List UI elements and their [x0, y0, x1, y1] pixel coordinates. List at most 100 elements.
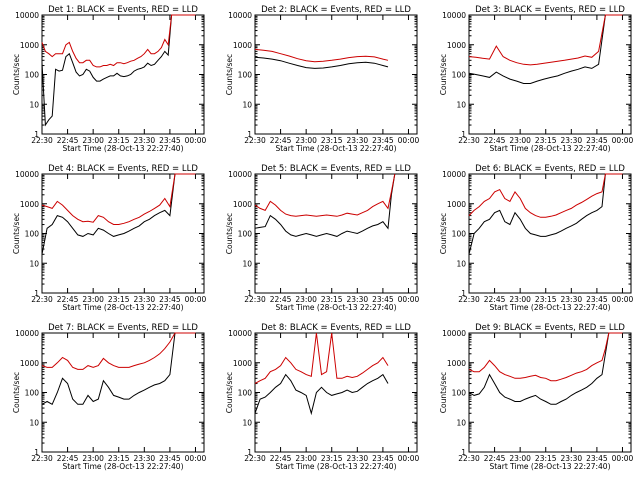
panel-title: Det 4: BLACK = Events, RED = LLD [48, 164, 198, 174]
x-tick-label: 23:15 [108, 295, 130, 304]
series-lld-line [254, 48, 389, 63]
y-tick-label: 1 [461, 448, 466, 457]
y-tick-label: 1 [34, 289, 39, 298]
x-tick-label: 23:45 [372, 136, 394, 145]
y-tick-label: 10000 [228, 329, 252, 338]
x-tick-label: 00:00 [398, 454, 420, 463]
y-tick-label: 10 [29, 100, 39, 109]
x-tick-label: 23:45 [586, 454, 608, 463]
x-axis-label: Start Time (28-Oct-13 22:27:40) [62, 144, 183, 153]
series-events-line [254, 173, 396, 237]
series-lld-line [41, 14, 196, 68]
y-tick-label: 10 [29, 418, 39, 427]
panel-det-9: Det 9: BLACK = Events, RED = LLD 1 10 100 10… [439, 323, 634, 471]
y-tick-label: 1000 [447, 359, 466, 368]
x-tick-label: 23:30 [347, 295, 369, 304]
x-tick-label: 23:00 [509, 136, 531, 145]
y-axis-label: Counts/sec [439, 372, 448, 413]
y-axis-label: Counts/sec [439, 213, 448, 254]
x-tick-label: 22:45 [270, 136, 292, 145]
x-tick-label: 22:30 [31, 295, 53, 304]
y-tick-label: 1 [247, 448, 252, 457]
x-tick-label: 22:45 [484, 136, 506, 145]
x-tick-label: 22:30 [458, 295, 480, 304]
y-tick-label: 1000 [447, 41, 466, 50]
y-tick-label: 1000 [233, 359, 252, 368]
panel-title: Det 6: BLACK = Events, RED = LLD [475, 164, 625, 174]
x-tick-label: 23:45 [159, 295, 181, 304]
y-tick-label: 10000 [228, 11, 252, 20]
x-tick-label: 23:15 [108, 136, 130, 145]
y-axis-label: Counts/sec [12, 54, 21, 95]
panel-title: Det 8: BLACK = Events, RED = LLD [261, 323, 411, 333]
series-events-line [468, 332, 623, 405]
series-lld-line [468, 173, 623, 218]
y-axis-label: Counts/sec [225, 54, 234, 95]
series-events-line [41, 332, 196, 406]
x-tick-label: 23:45 [159, 454, 181, 463]
panel-det-1: Det 1: BLACK = Events, RED = LLD 1 10 100 10… [12, 5, 207, 153]
x-tick-label: 23:00 [295, 454, 317, 463]
x-tick-label: 23:15 [108, 454, 130, 463]
panel-det-2: Det 2: BLACK = Events, RED = LLD 1 10 100 10… [225, 5, 420, 153]
y-tick-label: 10000 [442, 170, 466, 179]
y-axis-label: Counts/sec [225, 213, 234, 254]
x-tick-label: 23:45 [372, 454, 394, 463]
panel-det-3: Det 3: BLACK = Events, RED = LLD 1 10 100 10… [439, 5, 634, 153]
y-axis-label: Counts/sec [439, 54, 448, 95]
y-tick-label: 1000 [233, 200, 252, 209]
y-tick-label: 1 [34, 448, 39, 457]
y-tick-label: 100 [238, 230, 253, 239]
series-lld-line [468, 14, 623, 66]
x-tick-label: 22:45 [270, 454, 292, 463]
y-tick-label: 1000 [233, 41, 252, 50]
y-axis-label: Counts/sec [225, 372, 234, 413]
panel-title: Det 9: BLACK = Events, RED = LLD [475, 323, 625, 333]
x-tick-label: 22:45 [270, 295, 292, 304]
y-tick-label: 1000 [20, 359, 39, 368]
y-tick-label: 100 [452, 230, 467, 239]
panel-det-8: Det 8: BLACK = Events, RED = LLD 1 10 100 10… [225, 323, 420, 471]
y-tick-label: 100 [452, 71, 467, 80]
series-lld-line [41, 332, 196, 370]
x-tick-label: 23:00 [82, 454, 104, 463]
y-tick-label: 100 [238, 71, 253, 80]
x-tick-label: 22:45 [484, 454, 506, 463]
y-tick-label: 10 [456, 100, 466, 109]
x-tick-label: 22:45 [57, 454, 79, 463]
x-tick-label: 23:30 [134, 454, 156, 463]
panel-det-7: Det 7: BLACK = Events, RED = LLD 1 10 100 10… [12, 323, 207, 471]
x-tick-label: 00:00 [612, 136, 634, 145]
plot-frame [254, 14, 418, 135]
y-tick-label: 10 [242, 100, 252, 109]
x-tick-label: 22:30 [31, 136, 53, 145]
panel-title: Det 5: BLACK = Events, RED = LLD [261, 164, 411, 174]
y-tick-label: 10 [242, 259, 252, 268]
y-axis-label: Counts/sec [12, 213, 21, 254]
panel-title: Det 2: BLACK = Events, RED = LLD [261, 5, 411, 15]
x-tick-label: 23:00 [295, 295, 317, 304]
y-tick-label: 100 [25, 389, 40, 398]
x-tick-label: 00:00 [185, 295, 207, 304]
y-tick-label: 1 [461, 130, 466, 139]
y-tick-label: 10000 [442, 329, 466, 338]
x-tick-label: 00:00 [398, 136, 420, 145]
plot-frame [468, 332, 632, 453]
x-tick-label: 23:00 [295, 136, 317, 145]
x-tick-label: 23:30 [561, 295, 583, 304]
x-tick-label: 00:00 [612, 454, 634, 463]
y-tick-label: 10000 [15, 11, 39, 20]
plot-frame [41, 14, 205, 135]
y-tick-label: 1000 [447, 200, 466, 209]
x-tick-label: 23:00 [82, 295, 104, 304]
series-lld-line [41, 173, 196, 225]
x-tick-label: 22:30 [31, 454, 53, 463]
series-lld-line [468, 332, 623, 382]
series-events-line [254, 56, 389, 69]
y-tick-label: 10000 [442, 11, 466, 20]
x-axis-label: Start Time (28-Oct-13 22:27:40) [62, 303, 183, 312]
y-tick-label: 1 [461, 289, 466, 298]
series-events-line [41, 173, 196, 255]
y-tick-label: 100 [25, 230, 40, 239]
y-tick-label: 100 [452, 389, 467, 398]
